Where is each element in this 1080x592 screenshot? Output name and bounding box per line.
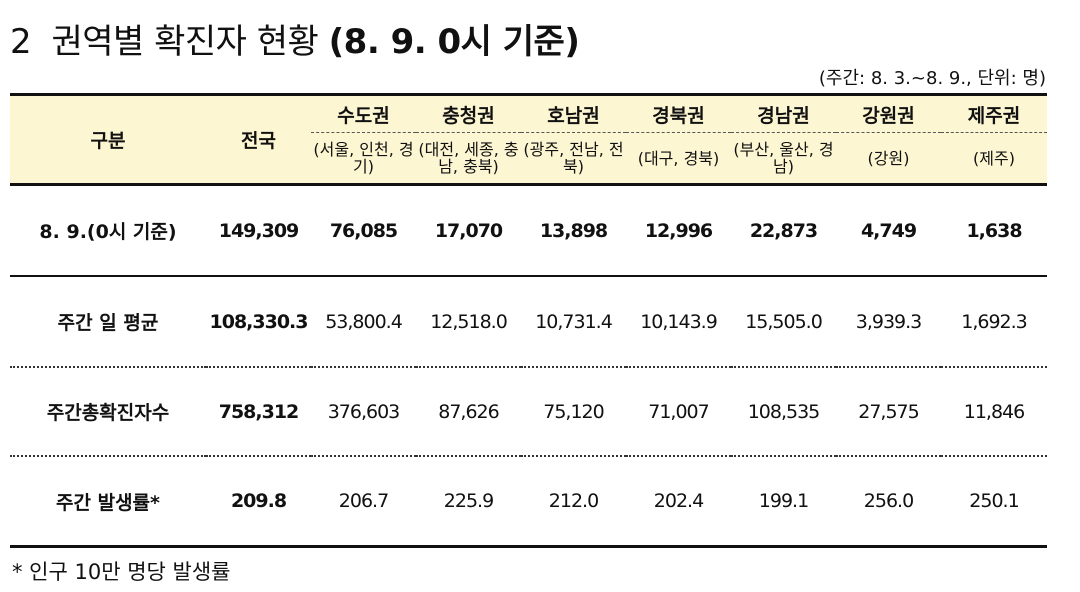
header-national: 전국 [206, 93, 311, 186]
header-region-detail: (대구, 경북) [626, 132, 731, 186]
table-cell: 53,800.4 [311, 276, 416, 368]
header-region-detail: (부산, 울산, 경남) [731, 132, 836, 186]
table-row: 주간 일 평균 108,330.3 53,800.4 12,518.0 10,7… [10, 276, 1047, 368]
row-label: 주간 발생률* [10, 456, 206, 548]
table-cell: 10,731.4 [521, 276, 626, 368]
page-title: 2 권역별 확진자 현황 (8. 9. 0시 기준) [10, 14, 580, 63]
table-cell: 71,007 [626, 367, 731, 457]
table-cell: 3,939.3 [836, 276, 941, 368]
table-cell: 22,873 [731, 184, 836, 277]
table-cell: 1,638 [941, 184, 1047, 277]
header-region-detail: (서울, 인천, 경기) [311, 132, 416, 186]
header-region-detail: (광주, 전남, 전북) [521, 132, 626, 186]
section-number: 2 [10, 22, 32, 62]
table-cell: 149,309 [206, 184, 311, 277]
table-cell: 10,143.9 [626, 276, 731, 368]
regional-cases-table: 구분 전국 수도권 충청권 호남권 경북권 경남권 강원권 제주권 (서울, 인… [10, 93, 1047, 548]
table-cell: 256.0 [836, 456, 941, 548]
header-region-name: 경북권 [626, 93, 731, 133]
table-cell: 108,535 [731, 367, 836, 457]
period-unit-note: (주간: 8. 3.~8. 9., 단위: 명) [818, 68, 1046, 89]
table-cell: 11,846 [941, 367, 1047, 457]
table-cell: 212.0 [521, 456, 626, 548]
table-row: 8. 9.(0시 기준) 149,309 76,085 17,070 13,89… [10, 184, 1047, 277]
table-cell: 758,312 [206, 367, 311, 457]
header-region-name: 경남권 [731, 93, 836, 133]
header-region-name: 수도권 [311, 93, 416, 133]
row-label: 주간 일 평균 [10, 276, 206, 368]
row-label: 주간총확진자수 [10, 367, 206, 457]
header-region-detail: (제주) [941, 132, 1047, 186]
table-cell: 75,120 [521, 367, 626, 457]
table-cell: 199.1 [731, 456, 836, 548]
table-cell: 15,505.0 [731, 276, 836, 368]
table-cell: 376,603 [311, 367, 416, 457]
table-cell: 209.8 [206, 456, 311, 548]
header-region-detail: (대전, 세종, 충남, 충북) [416, 132, 521, 186]
title-main: 권역별 확진자 현황 [51, 22, 319, 62]
table-cell: 108,330.3 [206, 276, 311, 368]
header-region-name: 강원권 [836, 93, 941, 133]
table-cell: 27,575 [836, 367, 941, 457]
header-category: 구분 [10, 93, 206, 186]
table-cell: 87,626 [416, 367, 521, 457]
table-cell: 12,996 [626, 184, 731, 277]
table-cell: 17,070 [416, 184, 521, 277]
title-date-basis: (8. 9. 0시 기준) [328, 22, 580, 62]
table-cell: 225.9 [416, 456, 521, 548]
header-region-name: 충청권 [416, 93, 521, 133]
table-cell: 76,085 [311, 184, 416, 277]
header-region-detail: (강원) [836, 132, 941, 186]
table-cell: 250.1 [941, 456, 1047, 548]
table-cell: 13,898 [521, 184, 626, 277]
table-cell: 206.7 [311, 456, 416, 548]
header-region-name: 제주권 [941, 93, 1047, 133]
footnote: * 인구 10만 명당 발생률 [12, 560, 231, 584]
row-label: 8. 9.(0시 기준) [10, 184, 206, 277]
table-row: 주간 발생률* 209.8 206.7 225.9 212.0 202.4 19… [10, 456, 1047, 548]
table-cell: 12,518.0 [416, 276, 521, 368]
table-cell: 202.4 [626, 456, 731, 548]
table-row: 주간총확진자수 758,312 376,603 87,626 75,120 71… [10, 367, 1047, 457]
header-region-name: 호남권 [521, 93, 626, 133]
table-cell: 1,692.3 [941, 276, 1047, 368]
table-cell: 4,749 [836, 184, 941, 277]
